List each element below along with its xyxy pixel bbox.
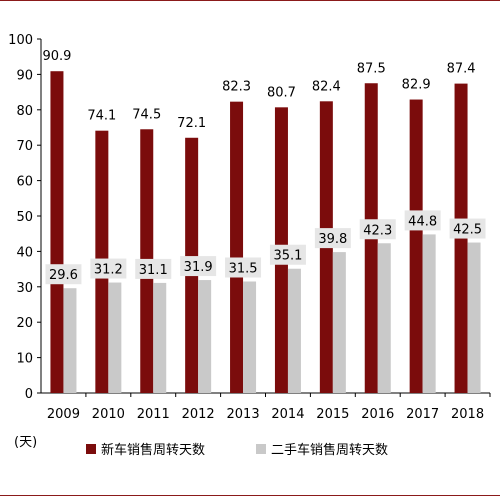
data-label-new-car: 82.9 — [402, 78, 431, 93]
data-label-used-car: 31.5 — [229, 261, 258, 276]
y-tick-label: 80 — [16, 104, 33, 119]
x-tick-label: 2009 — [47, 407, 80, 422]
data-label-new-car: 74.1 — [87, 109, 116, 124]
legend-swatch-used-car — [256, 444, 266, 454]
legend: 新车销售周转天数 二手车销售周转天数 — [86, 442, 388, 458]
data-label-new-car: 72.1 — [177, 116, 206, 131]
data-label-box-used-car — [404, 210, 441, 231]
data-label-used-car: 31.2 — [94, 263, 123, 278]
bar-used-car — [243, 281, 257, 393]
bar-new-car — [409, 99, 423, 393]
data-label-new-car: 87.5 — [357, 61, 386, 76]
data-label-used-car: 42.3 — [363, 223, 392, 238]
bar-used-car — [153, 282, 167, 393]
y-tick-label: 60 — [16, 175, 33, 190]
bar-new-car — [50, 71, 64, 394]
x-tick-label: 2012 — [182, 407, 215, 422]
x-tick-label: 2014 — [271, 407, 304, 422]
data-label-box-used-car — [269, 244, 306, 265]
data-label-new-car: 82.4 — [312, 79, 341, 94]
bar-used-car — [422, 234, 436, 393]
y-tick-label: 20 — [16, 316, 33, 331]
y-unit-label: (天) — [14, 435, 37, 450]
data-label-box-used-car — [314, 228, 351, 249]
x-tick-label: 2017 — [406, 407, 439, 422]
y-tick-labels: 0 10 20 30 40 50 60 70 80 90 100 — [8, 33, 41, 402]
y-tick-label: 90 — [16, 68, 33, 83]
data-label-new-car: 74.5 — [132, 107, 161, 122]
data-labels: 90.9 29.6 74.1 31.2 74.5 31.1 72.1 31.9 82.3 31.5… — [42, 49, 486, 285]
legend-swatch-new-car — [86, 444, 96, 454]
data-label-used-car: 31.9 — [184, 260, 213, 275]
bar-used-car — [198, 280, 212, 393]
x-tick-labels: 2009 2010 2011 2012 2013 2014 2015 2016 2017 2018 — [47, 393, 491, 422]
legend-label-new-car: 新车销售周转天数 — [101, 442, 205, 458]
legend-label-used-car: 二手车销售周转天数 — [271, 442, 388, 458]
y-tick-label: 40 — [16, 245, 33, 260]
data-label-box-used-car — [180, 256, 217, 277]
bar-used-car — [287, 268, 301, 393]
y-tick-label: 0 — [25, 387, 33, 402]
bar-used-car — [467, 242, 481, 393]
data-label-new-car: 87.4 — [447, 62, 476, 77]
data-label-box-used-car — [359, 219, 396, 240]
bar-used-car — [332, 252, 346, 393]
y-tick-label: 10 — [16, 352, 33, 367]
data-label-new-car: 82.3 — [222, 80, 251, 95]
x-tick-label: 2015 — [316, 407, 349, 422]
data-label-box-used-car — [449, 218, 486, 239]
y-tick-label: 30 — [16, 281, 33, 296]
data-label-box-used-car — [90, 258, 127, 279]
data-label-used-car: 39.8 — [318, 232, 347, 247]
x-tick-label: 2018 — [451, 407, 484, 422]
x-tick-label: 2016 — [361, 407, 394, 422]
x-tick-label: 2010 — [92, 407, 125, 422]
data-label-used-car: 31.1 — [139, 263, 168, 278]
data-label-box-used-car — [135, 258, 172, 279]
y-tick-label: 70 — [16, 139, 33, 154]
x-tick-label: 2013 — [227, 407, 260, 422]
bar-used-car — [377, 243, 391, 393]
data-label-box-used-car — [225, 257, 262, 278]
bar-used-car — [108, 282, 122, 393]
data-label-box-used-car — [45, 264, 82, 285]
x-tick-label: 2011 — [137, 407, 170, 422]
data-label-new-car: 80.7 — [267, 85, 296, 100]
data-label-used-car: 42.5 — [453, 223, 482, 238]
y-tick-label: 50 — [16, 210, 33, 225]
bar-new-car — [230, 101, 244, 394]
data-label-used-car: 44.8 — [408, 214, 437, 229]
data-label-used-car: 35.1 — [273, 249, 302, 264]
bars — [50, 71, 481, 394]
bar-used-car — [63, 288, 77, 393]
data-label-new-car: 90.9 — [42, 49, 71, 64]
data-label-used-car: 29.6 — [49, 268, 78, 283]
y-tick-label: 100 — [8, 33, 33, 48]
